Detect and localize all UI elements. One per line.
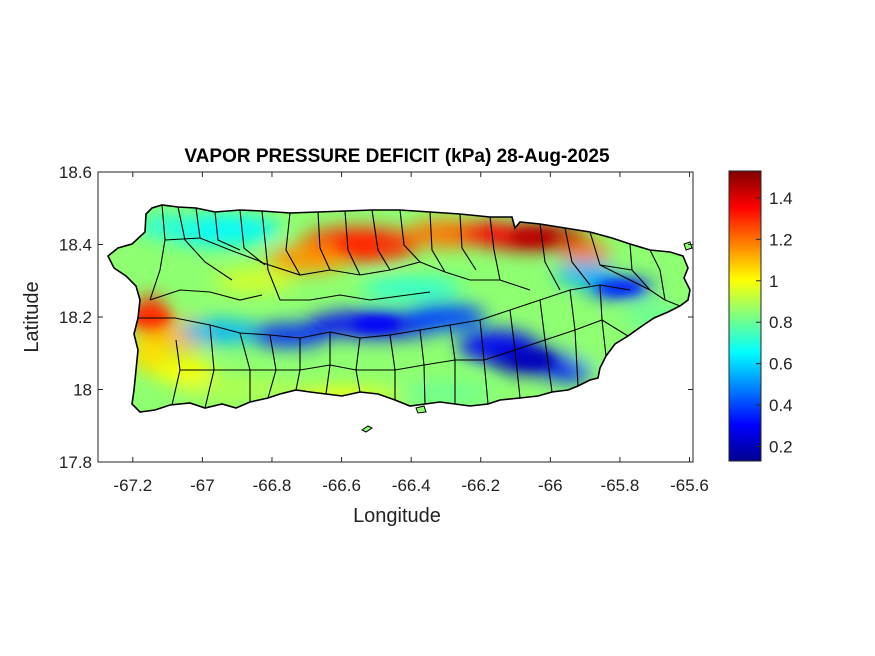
- x-tick-label: -66: [538, 476, 563, 495]
- municipal-boundary: [371, 209, 391, 271]
- islet: [415, 405, 427, 414]
- y-tick-label: 18: [73, 381, 92, 400]
- municipal-boundary: [344, 210, 361, 276]
- municipal-boundary: [195, 207, 263, 263]
- municipal-boundary: [459, 213, 477, 271]
- colorbar-tick-label: 1.4: [769, 189, 793, 208]
- vpd-region-core: [336, 237, 381, 252]
- islet: [683, 241, 693, 251]
- chart-title: VAPOR PRESSURE DEFICIT (kPa) 28-Aug-2025: [184, 146, 610, 167]
- plot-area: [97, 171, 694, 463]
- municipal-boundary: [149, 289, 263, 301]
- municipal-boundary: [429, 211, 446, 273]
- municipal-boundary: [317, 211, 331, 271]
- y-tick-label: 18.2: [59, 308, 92, 327]
- y-axis-label: Latitude: [21, 281, 43, 352]
- x-tick-label: -65.8: [601, 476, 640, 495]
- municipal-boundary: [285, 212, 301, 276]
- colorbar-tick-label: 0.6: [769, 355, 793, 374]
- municipal-boundary: [564, 227, 591, 286]
- municipal-boundary: [299, 319, 629, 371]
- municipal-boundary: [489, 216, 501, 281]
- colorbar-ticks: 1.4 1.2 1 0.8 0.6 0.4 0.2: [756, 189, 793, 457]
- municipal-boundary: [214, 211, 241, 251]
- municipal-boundary: [239, 209, 266, 266]
- municipal-boundary: [164, 237, 201, 241]
- colorbar-tick-label: 1.2: [769, 230, 793, 249]
- municipal-boundary: [649, 249, 666, 301]
- municipal-boundary: [261, 210, 281, 301]
- y-tick-label: 17.8: [59, 453, 92, 472]
- municipal-boundary: [539, 223, 561, 291]
- y-tick-label: 18.6: [59, 163, 92, 182]
- municipal-boundary: [599, 264, 633, 271]
- x-tick-label: -66.8: [253, 476, 292, 495]
- municipal-boundary: [149, 205, 166, 301]
- municipal-boundary: [619, 274, 681, 307]
- x-tick-label: -67: [190, 476, 215, 495]
- colorbar-tick-label: 0.2: [769, 438, 793, 457]
- islet: [361, 425, 373, 433]
- x-tick-label: -65.6: [670, 476, 709, 495]
- x-tick-label: -66.4: [392, 476, 431, 495]
- y-axis-ticks: 18.6 18.4 18.2 18 17.8: [59, 163, 693, 472]
- vpd-region-core: [510, 353, 555, 368]
- colorbar: 1.4 1.2 1 0.8 0.6 0.4 0.2: [728, 170, 793, 462]
- municipal-boundary: [399, 209, 421, 263]
- y-tick-label: 18.4: [59, 236, 92, 255]
- vpd-region-core: [510, 230, 555, 245]
- colorbar-tick-label: 0.8: [769, 313, 793, 332]
- colorbar-tick-label: 0.4: [769, 396, 793, 415]
- vpd-region-core: [354, 317, 399, 332]
- x-tick-label: -66.2: [461, 476, 500, 495]
- colorbar-gradient: [728, 170, 762, 462]
- municipal-boundary: [177, 206, 233, 281]
- municipal-boundary: [444, 271, 531, 291]
- municipal-boundary: [259, 261, 446, 276]
- x-axis-label: Longitude: [353, 505, 441, 527]
- x-tick-label: -66.6: [322, 476, 361, 495]
- x-axis-ticks: -67.2 -67 -66.8 -66.6 -66.4 -66.2 -66 -65.8 -65.…: [113, 172, 709, 495]
- municipal-boundaries: [138, 205, 681, 409]
- colorbar-tick-label: 1: [769, 272, 778, 291]
- x-tick-label: -67.2: [113, 476, 152, 495]
- municipal-boundary: [280, 291, 431, 301]
